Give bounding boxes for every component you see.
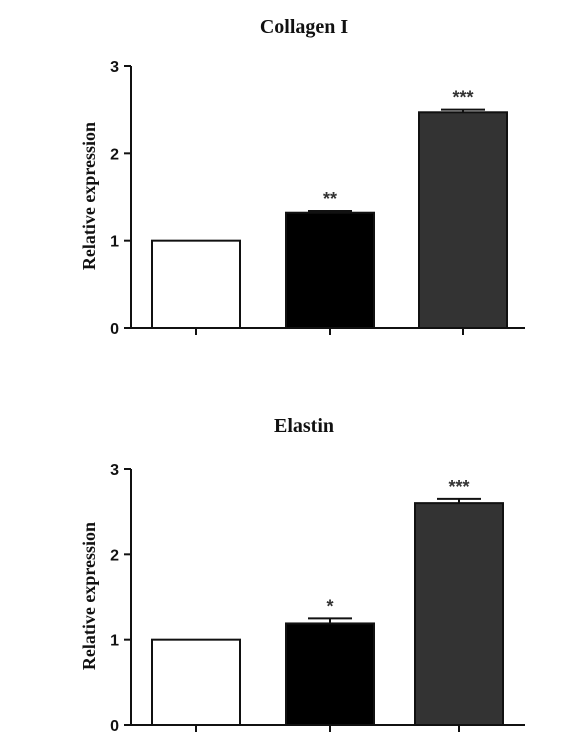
y-tick-label: 3 — [110, 462, 119, 479]
y-tick-label: 2 — [110, 547, 119, 564]
bar-2 — [285, 211, 375, 329]
y-tick-label: 2 — [110, 146, 119, 163]
significance-label: *** — [448, 477, 469, 497]
y-tick-label: 1 — [110, 234, 119, 251]
bar-1 — [151, 638, 241, 727]
bar-3 — [418, 111, 508, 329]
y-axis-label: Relative expression — [79, 122, 99, 270]
bar-1 — [151, 239, 241, 330]
y-tick-label: 0 — [110, 321, 119, 338]
significance-label: * — [326, 596, 333, 616]
chart-title: Collagen I — [260, 16, 349, 38]
bar-3 — [414, 502, 504, 726]
chart-title: Elastin — [274, 415, 334, 437]
y-tick-label: 1 — [110, 633, 119, 650]
significance-label: *** — [452, 88, 473, 108]
significance-label: ** — [323, 189, 337, 209]
bar-2 — [285, 622, 375, 726]
y-tick-label: 0 — [110, 718, 119, 735]
y-axis-label: Relative expression — [79, 522, 99, 670]
y-tick-label: 3 — [110, 59, 119, 76]
